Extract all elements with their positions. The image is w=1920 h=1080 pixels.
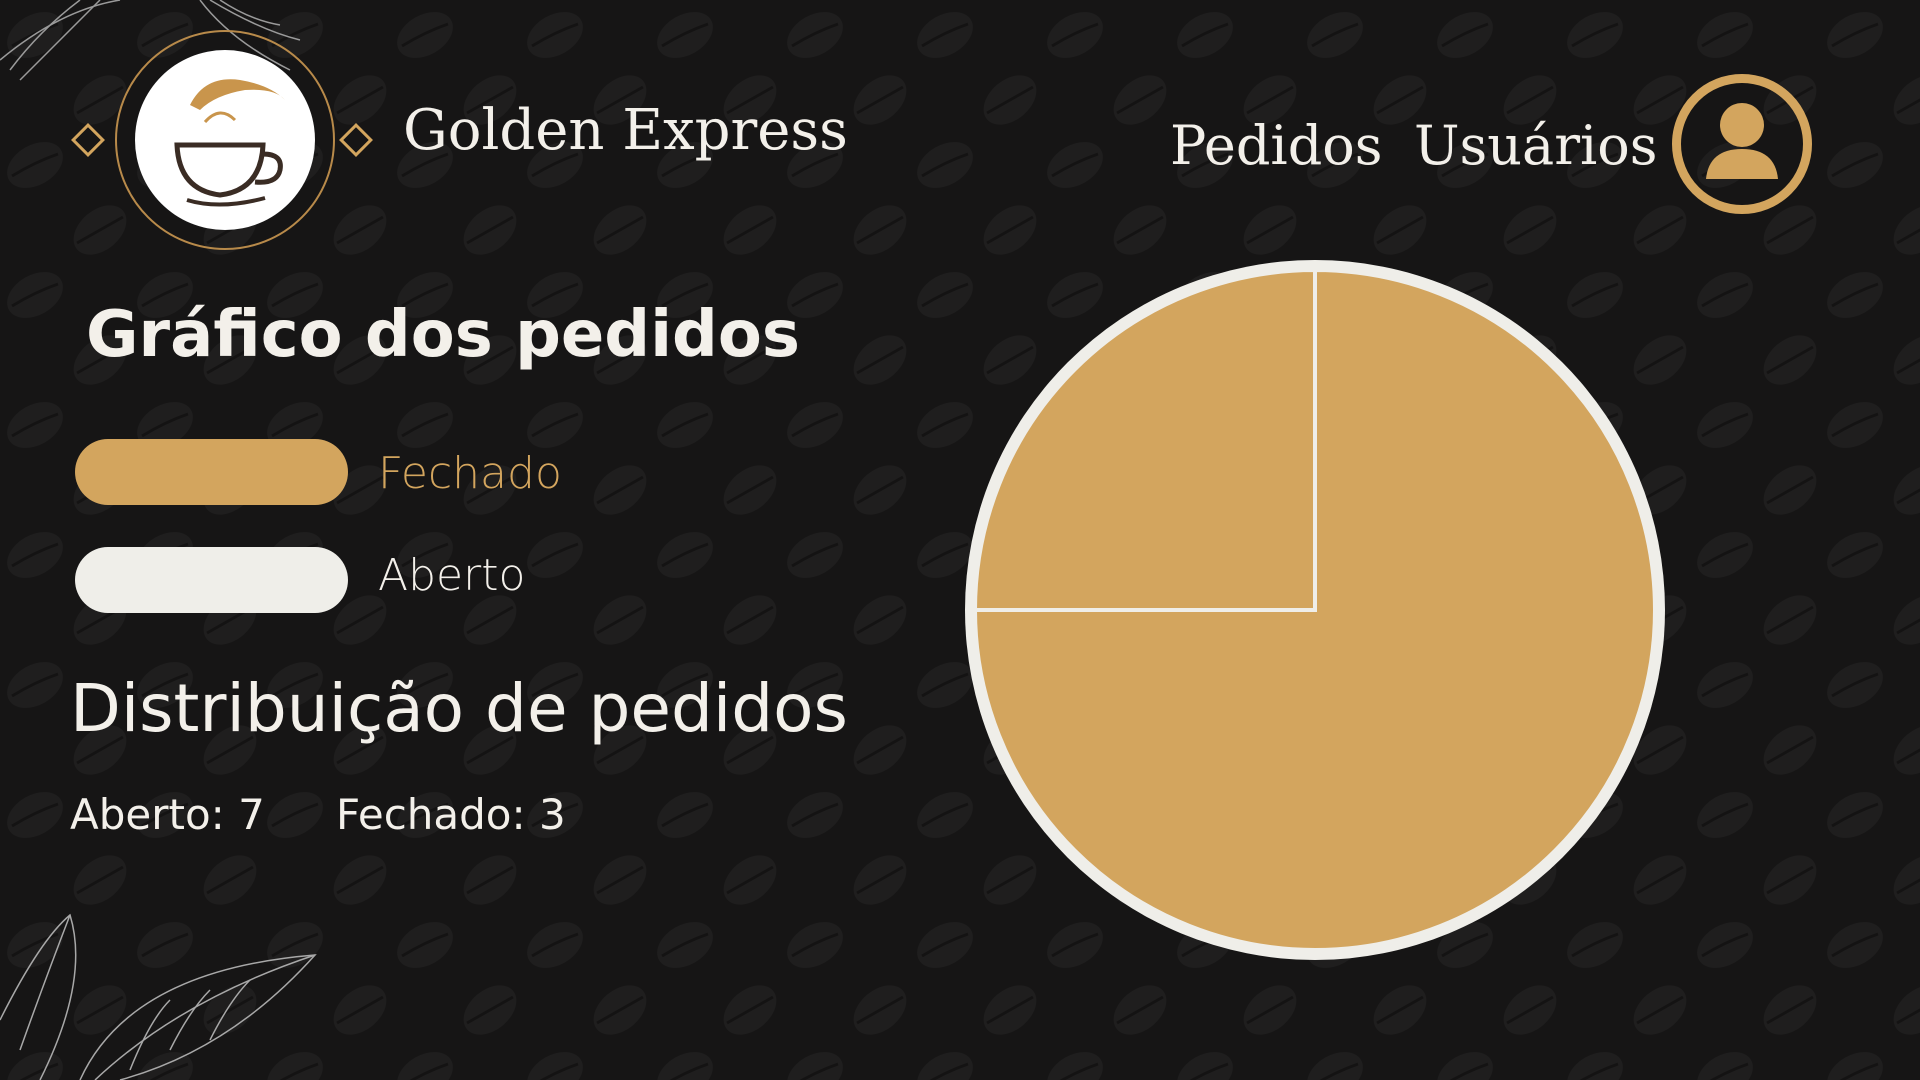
nav-pedidos[interactable]: Pedidos — [1170, 114, 1383, 177]
pie-chart — [965, 260, 1665, 960]
stat-aberto: Aberto: 7 — [70, 790, 265, 839]
pie-slice-aberto — [972, 267, 1317, 612]
stat-fechado: Fechado: 3 — [336, 790, 566, 839]
nav-usuarios[interactable]: Usuários — [1414, 114, 1658, 177]
legend-swatch-fechado — [75, 439, 348, 505]
user-avatar-button[interactable] — [1672, 74, 1812, 214]
chart-title: Gráfico dos pedidos — [86, 298, 800, 372]
user-icon — [1706, 103, 1778, 179]
brand-name: Golden Express — [403, 98, 848, 163]
legend-swatch-aberto — [75, 547, 348, 613]
legend-label-aberto: Aberto — [378, 550, 526, 601]
decorative-leaves-bottom — [0, 913, 317, 1080]
legend-label-fechado: Fechado — [378, 448, 562, 499]
logo-ring — [115, 30, 335, 250]
distribution-title: Distribuição de pedidos — [70, 670, 848, 747]
logo[interactable] — [135, 50, 315, 230]
coffee-cup-icon — [174, 79, 285, 207]
